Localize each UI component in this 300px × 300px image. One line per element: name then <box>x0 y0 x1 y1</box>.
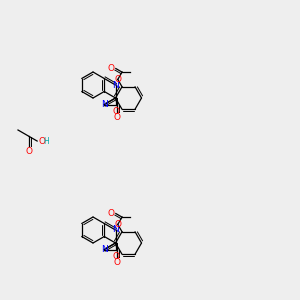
Text: N: N <box>101 100 108 109</box>
Text: O: O <box>108 64 115 73</box>
Text: O: O <box>112 252 119 261</box>
Text: N: N <box>112 226 119 235</box>
Text: O: O <box>112 106 119 116</box>
Text: N: N <box>112 80 119 89</box>
Text: N: N <box>101 245 108 254</box>
Text: O: O <box>108 209 115 218</box>
Text: H: H <box>43 136 49 146</box>
Text: O: O <box>115 220 122 229</box>
Text: O: O <box>115 75 122 84</box>
Text: O: O <box>38 136 45 146</box>
Text: O: O <box>26 147 33 156</box>
Text: O: O <box>114 113 121 122</box>
Text: O: O <box>114 258 121 267</box>
